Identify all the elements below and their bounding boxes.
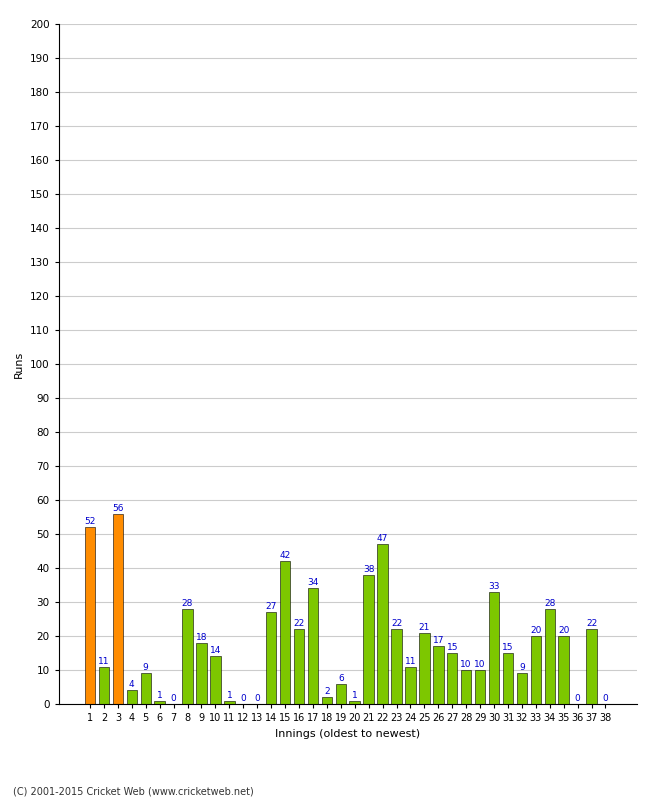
Bar bbox=[266, 612, 276, 704]
Bar bbox=[127, 690, 137, 704]
Bar bbox=[196, 643, 207, 704]
Bar bbox=[280, 562, 291, 704]
Bar bbox=[307, 589, 318, 704]
Text: 10: 10 bbox=[474, 660, 486, 669]
Bar bbox=[294, 629, 304, 704]
Text: 22: 22 bbox=[293, 619, 305, 628]
Bar bbox=[405, 666, 415, 704]
Text: 2: 2 bbox=[324, 687, 330, 696]
Bar bbox=[99, 666, 109, 704]
Text: 9: 9 bbox=[519, 663, 525, 672]
Bar bbox=[363, 574, 374, 704]
Text: 34: 34 bbox=[307, 578, 318, 587]
Text: 38: 38 bbox=[363, 565, 374, 574]
Bar bbox=[419, 633, 430, 704]
Text: 10: 10 bbox=[460, 660, 472, 669]
Bar bbox=[461, 670, 471, 704]
Text: 11: 11 bbox=[98, 657, 110, 666]
Text: 15: 15 bbox=[447, 643, 458, 652]
Bar bbox=[530, 636, 541, 704]
Text: 47: 47 bbox=[377, 534, 388, 543]
Y-axis label: Runs: Runs bbox=[14, 350, 24, 378]
Text: 1: 1 bbox=[352, 690, 358, 699]
Bar bbox=[545, 609, 555, 704]
Bar bbox=[155, 701, 165, 704]
Bar bbox=[210, 656, 220, 704]
Text: 15: 15 bbox=[502, 643, 514, 652]
Bar bbox=[558, 636, 569, 704]
Bar bbox=[433, 646, 443, 704]
Bar bbox=[140, 674, 151, 704]
Text: 20: 20 bbox=[530, 626, 541, 635]
Text: 52: 52 bbox=[84, 517, 96, 526]
Text: 21: 21 bbox=[419, 622, 430, 631]
Bar bbox=[489, 592, 499, 704]
Bar bbox=[586, 629, 597, 704]
Bar bbox=[447, 653, 458, 704]
Text: 28: 28 bbox=[182, 598, 193, 608]
Bar bbox=[84, 527, 96, 704]
Bar bbox=[322, 697, 332, 704]
X-axis label: Innings (oldest to newest): Innings (oldest to newest) bbox=[275, 729, 421, 738]
Bar bbox=[224, 701, 235, 704]
Text: 0: 0 bbox=[254, 694, 260, 703]
Bar bbox=[112, 514, 123, 704]
Bar bbox=[475, 670, 486, 704]
Text: 42: 42 bbox=[280, 551, 291, 560]
Text: 0: 0 bbox=[171, 694, 177, 703]
Bar bbox=[335, 683, 346, 704]
Text: (C) 2001-2015 Cricket Web (www.cricketweb.net): (C) 2001-2015 Cricket Web (www.cricketwe… bbox=[13, 786, 254, 796]
Bar bbox=[391, 629, 402, 704]
Text: 0: 0 bbox=[575, 694, 580, 703]
Text: 18: 18 bbox=[196, 633, 207, 642]
Text: 14: 14 bbox=[210, 646, 221, 655]
Text: 22: 22 bbox=[391, 619, 402, 628]
Text: 11: 11 bbox=[405, 657, 416, 666]
Bar bbox=[502, 653, 514, 704]
Text: 0: 0 bbox=[603, 694, 608, 703]
Text: 22: 22 bbox=[586, 619, 597, 628]
Text: 17: 17 bbox=[432, 636, 444, 645]
Bar bbox=[350, 701, 360, 704]
Text: 4: 4 bbox=[129, 680, 135, 690]
Text: 0: 0 bbox=[240, 694, 246, 703]
Bar bbox=[517, 674, 527, 704]
Bar bbox=[182, 609, 193, 704]
Bar bbox=[378, 544, 388, 704]
Text: 6: 6 bbox=[338, 674, 344, 682]
Text: 1: 1 bbox=[157, 690, 162, 699]
Text: 28: 28 bbox=[544, 598, 556, 608]
Text: 9: 9 bbox=[143, 663, 149, 672]
Text: 56: 56 bbox=[112, 503, 124, 513]
Text: 33: 33 bbox=[488, 582, 500, 590]
Text: 1: 1 bbox=[226, 690, 232, 699]
Text: 20: 20 bbox=[558, 626, 569, 635]
Text: 27: 27 bbox=[265, 602, 277, 611]
